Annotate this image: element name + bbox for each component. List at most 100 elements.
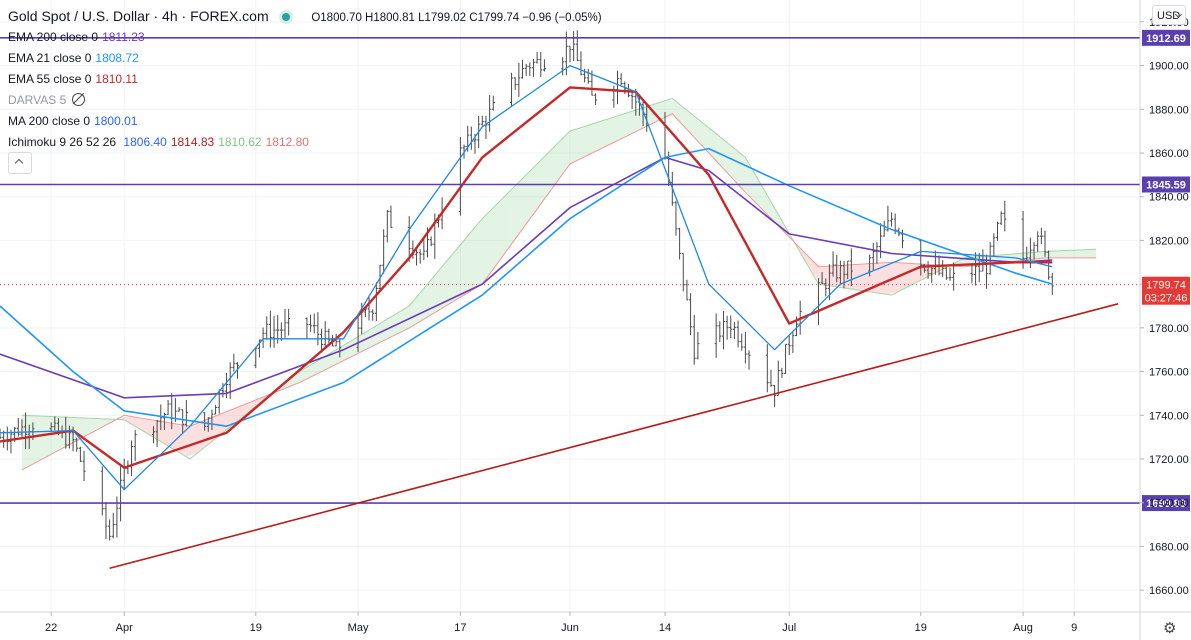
cloud-segment	[241, 401, 253, 419]
cloud-segment	[898, 262, 910, 292]
time-tick-label: 22	[45, 622, 57, 634]
cloud-segment	[394, 308, 406, 336]
legend-indicator-0[interactable]: EMA 200 close 0 1811.23	[8, 27, 602, 48]
market-status-icon	[281, 13, 290, 21]
series-ema-21	[0, 64, 1053, 491]
horizontal-levels[interactable]: 1912.69 1845.59 1699.83	[0, 29, 1190, 512]
cloud-segment	[635, 106, 647, 132]
cloud-segment	[87, 418, 99, 435]
cloud-segment	[317, 354, 329, 374]
chart-legend: Gold Spot / U.S. Dollar · 4h · FOREX.com…	[8, 6, 602, 153]
symbol-title[interactable]: Gold Spot / U.S. Dollar · 4h · FOREX.com	[8, 8, 269, 24]
time-tick-label: 17	[454, 622, 466, 634]
cloud-segment	[449, 244, 461, 304]
symbol-row: Gold Spot / U.S. Dollar · 4h · FOREX.com…	[8, 6, 602, 27]
support-trendline	[109, 303, 1119, 570]
cloud-segment	[405, 297, 417, 330]
cloud-segment	[526, 163, 538, 225]
cloud-segment	[548, 142, 560, 194]
time-tick-label: 19	[915, 622, 927, 634]
cloud-segment	[350, 334, 362, 357]
cloud-segment	[219, 410, 231, 436]
cloud-segment	[920, 264, 932, 281]
cloud-segment	[876, 262, 888, 295]
cloud-segment	[230, 405, 242, 427]
time-axis[interactable]: 22 Apr 19 May 17 Jun 14 Jul 19 Aug 9	[0, 611, 1191, 634]
cloud-segment	[822, 265, 834, 287]
cloud-segment	[142, 418, 154, 438]
legend-ichimoku[interactable]: Ichimoku 9 26 52 26 1806.40 1814.83 1810.6…	[8, 132, 602, 153]
time-tick-label: Apr	[116, 622, 133, 634]
price-tick-label: 1820.00	[1149, 235, 1189, 247]
cloud-segment	[1030, 251, 1042, 260]
moving-average-lines	[0, 64, 1053, 491]
indicator-label: MA 200 close 0	[8, 114, 91, 128]
cloud-segment	[756, 176, 768, 215]
indicator-list: EMA 200 close 0 1811.23 EMA 21 close 0 1808…	[8, 27, 602, 132]
price-axis[interactable]: 1660.00 1680.00 1700.00 1720.00 1740.00 1760.…	[1139, 0, 1190, 640]
cloud-segment	[723, 139, 735, 181]
cloud-segment	[186, 423, 198, 457]
cloud-segment	[1074, 249, 1086, 258]
price-tick-label: 1740.00	[1149, 410, 1189, 422]
cloud-segment	[471, 218, 483, 291]
trendline[interactable]	[109, 303, 1119, 570]
indicator-label: EMA 21 close 0	[8, 51, 92, 65]
time-tick-label: 19	[250, 622, 262, 634]
hidden-eye-icon[interactable]	[72, 93, 86, 106]
current-price-label: 1799.74	[1146, 280, 1186, 292]
cloud-segment	[43, 416, 55, 459]
price-tick-label: 1780.00	[1149, 323, 1189, 335]
ichimoku-value-3: 1812.80	[265, 135, 309, 149]
current-price-tag	[1142, 276, 1190, 305]
legend-indicator-3[interactable]: DARVAS 5	[8, 90, 602, 111]
cloud-segment	[197, 418, 209, 454]
level-label: 1699.83	[1146, 498, 1186, 510]
time-tick-label: 14	[659, 622, 671, 634]
price-tick-label: 1760.00	[1149, 367, 1189, 379]
ichimoku-value-1: 1814.83	[170, 135, 215, 149]
price-tick-label: 1700.00	[1149, 498, 1189, 510]
price-tick-label: 1840.00	[1149, 192, 1189, 204]
cloud-segment	[580, 124, 592, 159]
cloud-segment	[668, 99, 680, 122]
cloud-segment	[855, 263, 866, 292]
time-tick-label: Jun	[561, 622, 579, 634]
legend-indicator-2[interactable]: EMA 55 close 0 1810.11	[8, 69, 602, 90]
indicator-label: DARVAS 5	[8, 93, 67, 107]
indicator-label: Ichimoku 9 26 52 26	[8, 135, 117, 149]
price-tick-label: 1660.00	[1149, 585, 1189, 597]
cloud-segment	[54, 416, 66, 453]
level-label: 1845.59	[1146, 179, 1186, 191]
cloud-segment	[537, 153, 549, 210]
candlestick-series	[0, 30, 1054, 541]
indicator-label: EMA 55 close 0	[8, 72, 92, 86]
cloud-segment	[252, 397, 264, 410]
time-tick-label: Aug	[1013, 622, 1033, 634]
cloud-segment	[591, 120, 603, 154]
cloud-segment	[986, 255, 998, 265]
cloud-segment	[98, 418, 110, 429]
gear-icon[interactable]: ⚙	[1163, 620, 1177, 637]
cloud-segment	[175, 423, 187, 457]
countdown-label: 03:27:46	[1145, 293, 1188, 305]
indicator-value: 1810.11	[95, 72, 138, 86]
cloud-segment	[1085, 249, 1097, 258]
legend-indicator-1[interactable]: EMA 21 close 0 1808.72	[8, 48, 602, 69]
cloud-segment	[811, 259, 823, 285]
cloud-segment	[602, 117, 614, 148]
cloud-segment	[32, 415, 44, 465]
legend-collapse-button[interactable]	[8, 152, 32, 174]
cloud-segment	[1063, 250, 1075, 258]
cloud-segment	[1041, 251, 1053, 259]
cloud-segment	[624, 110, 636, 137]
cloud-segment	[690, 113, 702, 146]
time-tick-label: Jul	[782, 622, 796, 634]
ichimoku-value-2: 1810.62	[218, 135, 262, 149]
indicator-value: 1800.01	[94, 114, 138, 128]
cloud-segment	[1052, 250, 1064, 258]
cloud-segment	[515, 174, 527, 240]
legend-indicator-4[interactable]: MA 200 close 0 1800.01	[8, 111, 602, 132]
currency-selector[interactable]: USD	[1152, 5, 1186, 25]
